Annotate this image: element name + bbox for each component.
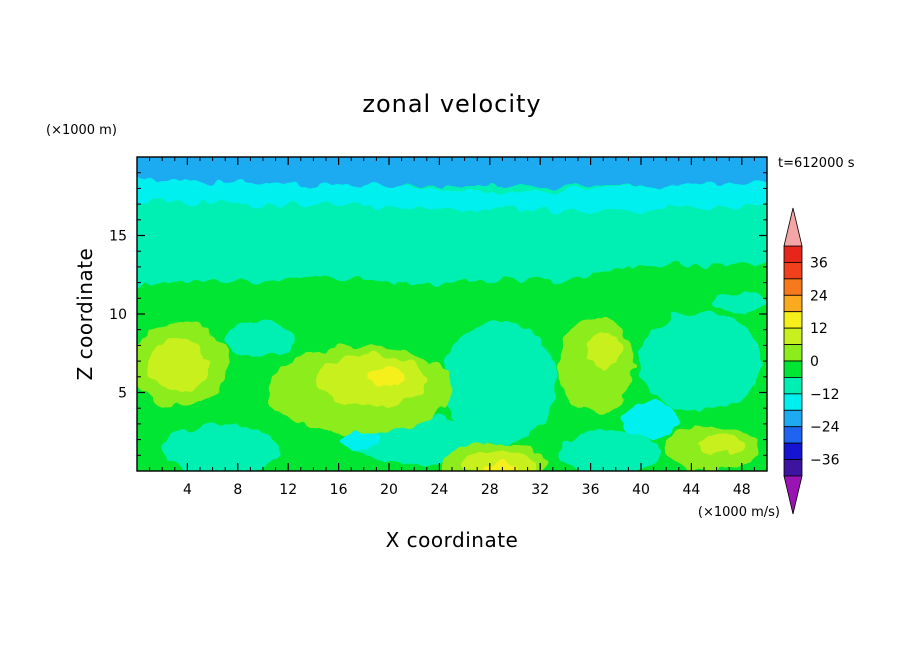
colorbar-level <box>783 409 803 428</box>
x-tick-label: 12 <box>279 482 297 498</box>
x-tick-label: 16 <box>330 482 348 498</box>
x-tick-label: 32 <box>531 482 549 498</box>
colorbar-level <box>783 459 803 477</box>
chart-title: zonal velocity <box>362 90 541 118</box>
colorbar-tick-label: 36 <box>810 255 828 271</box>
y-axis: 5 10 15 <box>109 172 767 456</box>
colorbar-under-arrow <box>783 475 803 515</box>
colorbar-level <box>783 426 803 444</box>
x-tick-label: 48 <box>733 482 751 498</box>
colorbar-level <box>783 262 803 280</box>
band-top <box>137 157 767 186</box>
colorbar-level <box>783 311 803 329</box>
x-tick-label: 36 <box>582 482 600 498</box>
x-axis-label: X coordinate <box>386 528 519 552</box>
colorbar-tick-label: −12 <box>810 387 840 403</box>
colorbar-tick-label: −36 <box>810 453 840 469</box>
colorbar-tick-label: 0 <box>810 354 819 370</box>
y-axis-label: Z coordinate <box>73 248 97 381</box>
colorbar-level <box>783 377 803 395</box>
colorbar-level <box>783 344 803 362</box>
x-tick-label: 20 <box>380 482 398 498</box>
contour-field <box>137 157 767 471</box>
colorbar-tick-label: 24 <box>810 288 828 304</box>
y-units-label: (×1000 m) <box>46 123 117 138</box>
colorbar-level <box>783 278 803 296</box>
x-axis: 4 8 12 16 20 24 28 32 36 40 44 48 <box>149 157 755 498</box>
x-tick-label: 24 <box>430 482 448 498</box>
time-label: t=612000 s <box>778 156 855 171</box>
colorbar-level <box>783 245 803 263</box>
colorbar-over-arrow <box>783 207 803 247</box>
colorbar-level <box>783 294 803 313</box>
colorbar-level <box>783 442 803 460</box>
colorbar-tick-label: −24 <box>810 420 840 436</box>
x-tick-label: 28 <box>481 482 499 498</box>
y-tick-label: 10 <box>109 307 127 323</box>
colorbar-level <box>783 360 803 378</box>
x-tick-label: 8 <box>233 482 242 498</box>
x-tick-label: 40 <box>632 482 650 498</box>
x-tick-label: 44 <box>682 482 700 498</box>
colorbar-level <box>783 327 803 345</box>
colorbar: 36 24 12 0 −12 −24 −36 <box>783 207 840 515</box>
x-units-label: (×1000 m/s) <box>698 505 780 520</box>
colorbar-level <box>783 393 803 411</box>
x-tick-label: 4 <box>183 482 192 498</box>
y-tick-label: 5 <box>118 386 127 402</box>
colorbar-tick-label: 12 <box>810 321 828 337</box>
y-tick-label: 15 <box>109 229 127 245</box>
